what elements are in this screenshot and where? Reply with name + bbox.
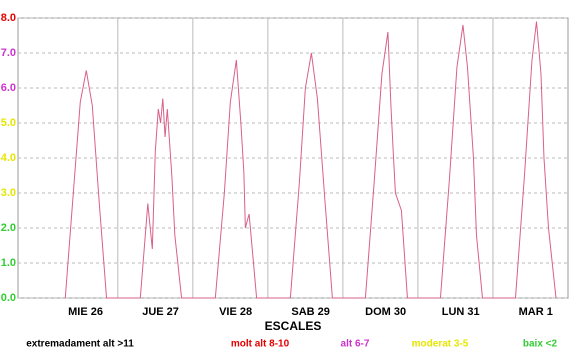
legend-entry: moderat 3-5 <box>412 339 469 350</box>
y-tick-label: 7.0 <box>1 47 16 59</box>
y-tick-label: 2.0 <box>1 222 16 234</box>
y-tick-label: 5.0 <box>1 117 16 129</box>
y-tick-label: 6.0 <box>1 82 16 94</box>
x-axis-label: ESCALES <box>265 319 322 333</box>
y-tick-label: 8.0 <box>1 12 16 24</box>
legend-entry: molt alt 8-10 <box>231 339 290 350</box>
x-tick-label: MIE 26 <box>68 306 103 318</box>
x-tick-label: LUN 31 <box>442 306 480 318</box>
x-tick-label: SAB 29 <box>291 306 330 318</box>
x-tick-label: VIE 28 <box>219 306 252 318</box>
y-tick-label: 3.0 <box>1 187 16 199</box>
x-tick-label: JUE 27 <box>142 306 179 318</box>
uv-line <box>64 21 557 299</box>
y-tick-label: 4.0 <box>1 152 16 164</box>
legend-entry: baix <2 <box>523 339 558 350</box>
legend-entry: extremadament alt >11 <box>26 339 134 350</box>
x-tick-label: MAR 1 <box>519 306 553 318</box>
legend-entry: alt 6-7 <box>341 339 370 350</box>
x-tick-label: DOM 30 <box>365 306 406 318</box>
y-tick-label: 0.0 <box>1 292 16 304</box>
y-tick-label: 1.0 <box>1 257 16 269</box>
plot-frame <box>17 17 569 299</box>
